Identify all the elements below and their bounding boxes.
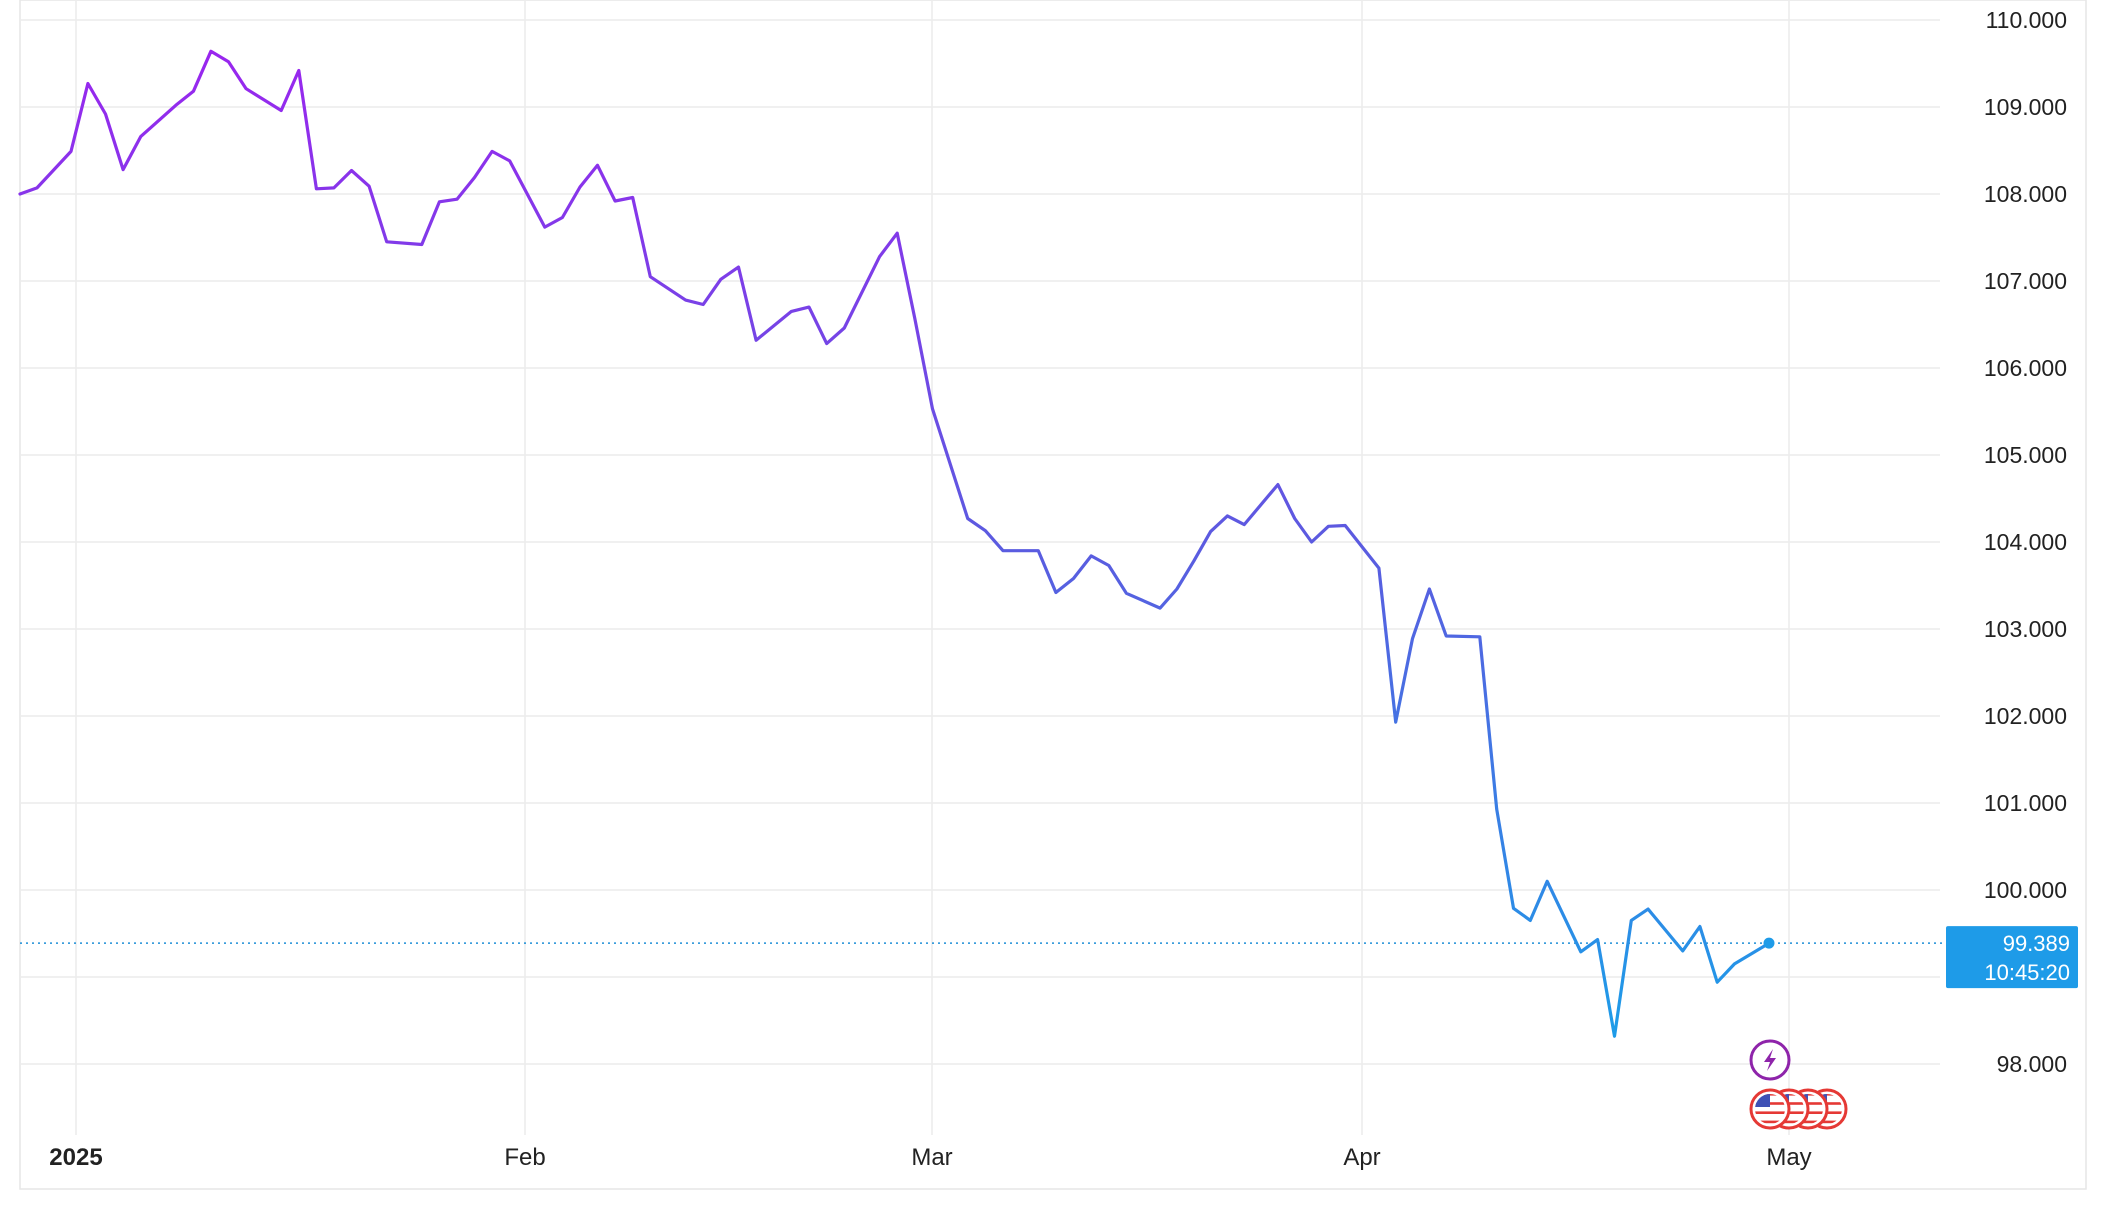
current-price-value: 99.389 [2003,931,2070,956]
current-price-label-background [1946,926,2078,989]
x-tick-label: 2025 [49,1144,102,1171]
y-tick-label: 109.000 [1984,94,2067,120]
y-tick-label: 107.000 [1984,268,2067,294]
y-tick-label: 98.000 [1997,1051,2067,1077]
y-tick-label: 101.000 [1984,790,2067,816]
y-tick-label: 102.000 [1984,703,2067,729]
y-tick-label: 106.000 [1984,355,2067,381]
us-flag-icon[interactable] [1749,1088,1791,1130]
last-price-marker[interactable] [1763,937,1775,949]
y-tick-label: 105.000 [1984,442,2067,468]
y-tick-label: 110.000 [1986,7,2067,33]
current-price-time: 10:45:20 [1984,960,2070,985]
x-tick-label: Feb [504,1144,545,1171]
horizontal-gridlines [20,19,1940,1065]
y-tick-label: 108.000 [1984,181,2067,207]
x-tick-label: May [1766,1144,1811,1171]
current-price-label: 99.389 10:45:20 [1946,926,2078,989]
x-axis: 2025 Feb Mar Apr May [49,1144,1811,1171]
y-tick-label: 100.000 [1984,877,2067,903]
x-tick-label: Mar [911,1144,952,1171]
y-tick-label: 104.000 [1984,529,2067,555]
plot-frame [19,0,2087,1190]
price-series-line[interactable] [18,49,1771,1038]
x-tick-label: Apr [1343,1144,1380,1171]
y-tick-label: 103.000 [1984,616,2067,642]
y-axis: 98.000 100.000 101.000 102.000 103.000 104.00… [1984,7,2067,1077]
vertical-gridlines [75,0,1790,1135]
event-markers[interactable] [1749,1039,1848,1130]
lightning-bolt-glyph [1764,1049,1776,1071]
